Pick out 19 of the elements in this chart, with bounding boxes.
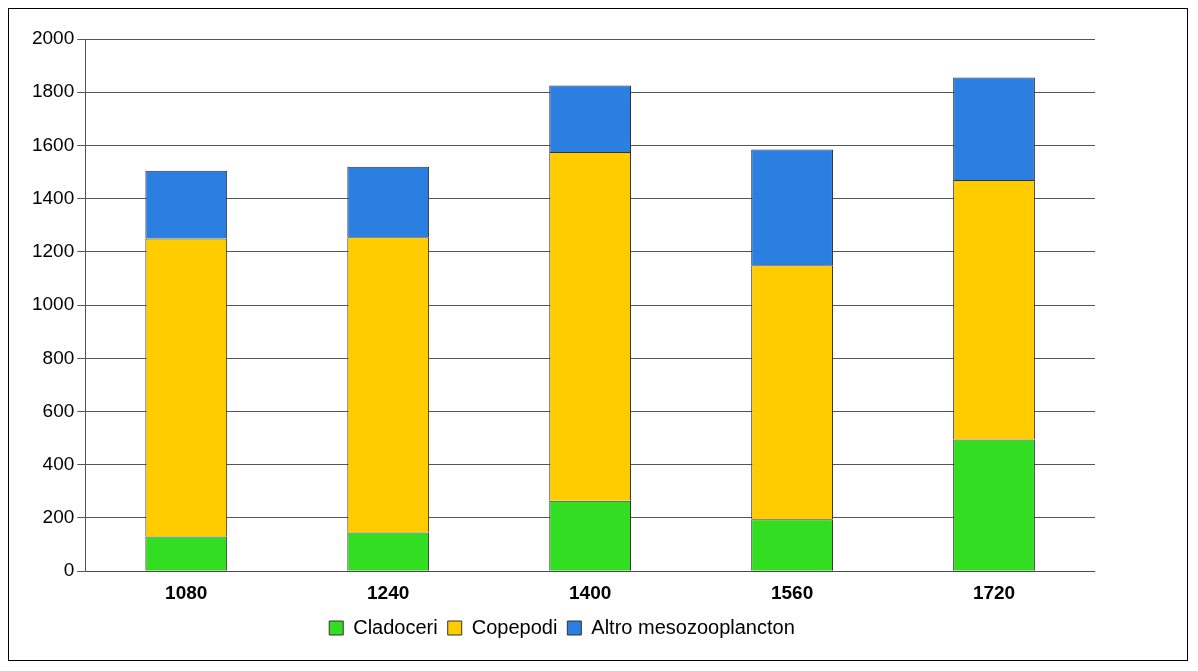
y-tick-label: 400	[42, 452, 75, 474]
y-tick-label: 1600	[31, 133, 75, 155]
y-tick-label: 1000	[31, 293, 75, 315]
x-tick-label: 1720	[972, 581, 1016, 603]
legend-label: Altro mesozooplancton	[591, 615, 795, 638]
y-tick-label: 1200	[31, 240, 75, 262]
x-tick-label: 1400	[568, 581, 612, 603]
y-tick-label: 600	[42, 399, 75, 421]
y-tick-label: 1800	[31, 80, 75, 102]
y-tick-label: 1400	[31, 186, 75, 208]
y-tick-label: 2000	[31, 27, 75, 49]
x-tick-label: 1080	[165, 581, 208, 603]
y-tick-label: 0	[63, 559, 75, 581]
x-tick-label: 1240	[367, 581, 410, 603]
x-tick-label: 1560	[770, 581, 814, 603]
legend-label: Cladoceri	[353, 615, 438, 638]
legend-label: Copepodi	[471, 615, 558, 638]
y-tick-label: 800	[42, 346, 75, 368]
y-tick-label: 200	[42, 506, 75, 528]
